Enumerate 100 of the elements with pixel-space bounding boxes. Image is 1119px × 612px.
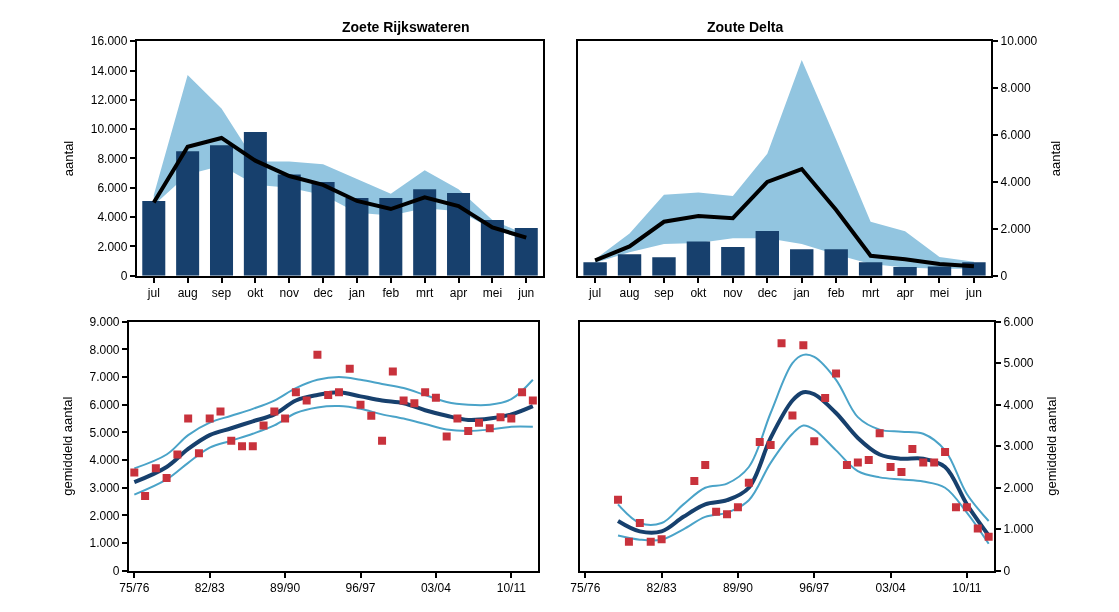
point (270, 407, 279, 416)
point (799, 341, 808, 350)
y2-tick-label: 0 (1003, 564, 1011, 578)
x-tick-label: jan (347, 286, 365, 301)
bar (824, 249, 848, 276)
point (962, 503, 971, 512)
point (194, 449, 203, 458)
x-tick-label: jun (964, 286, 982, 301)
chart-title: Zoute Delta (707, 19, 784, 35)
line-series (151, 135, 529, 240)
point (886, 462, 895, 471)
y-tick-label: 5.000 (89, 425, 120, 440)
point (281, 414, 290, 423)
bar (311, 181, 335, 276)
line-series (132, 390, 535, 485)
y-tick-label: 12.000 (90, 93, 128, 108)
point (410, 399, 419, 408)
x-tick-label: jan (792, 286, 810, 301)
point (941, 448, 950, 457)
x-tick-label: 96/97 (799, 581, 830, 596)
x-tick-label: sep (211, 286, 232, 301)
bar (142, 200, 166, 276)
point (701, 460, 710, 469)
line-series (593, 167, 976, 269)
x-tick-label: nov (723, 286, 743, 301)
x-tick-label: jun (517, 286, 535, 301)
y-tick-label: 8.000 (97, 151, 128, 166)
y2-tick-label: 4.000 (1003, 397, 1034, 412)
bar (790, 249, 814, 276)
point (475, 418, 483, 427)
x-tick-label: mei (929, 286, 950, 301)
point (733, 503, 742, 512)
x-tick-label: mrt (416, 286, 434, 301)
x-tick-label: apr (896, 286, 914, 301)
y2-tick-label: 8.000 (1000, 81, 1031, 96)
x-tick-label: 82/83 (646, 581, 677, 596)
point (324, 391, 333, 399)
point (951, 503, 960, 512)
y2-tick-label: 2.000 (1003, 480, 1034, 495)
point (875, 429, 884, 438)
point (496, 413, 505, 422)
point (657, 535, 666, 544)
x-tick-label: aug (177, 286, 198, 301)
y2-tick-label: 5.000 (1003, 356, 1034, 371)
point (141, 492, 150, 501)
x-tick-label: aug (619, 286, 640, 301)
y-tick-label: 2.000 (89, 508, 120, 523)
point (388, 367, 397, 376)
x-tick-label: okt (690, 286, 708, 301)
y-axis-title: aantal (61, 140, 77, 177)
bar (413, 189, 437, 276)
point (984, 532, 993, 541)
point (259, 421, 268, 430)
point (864, 455, 873, 464)
point (238, 442, 247, 451)
point (205, 414, 214, 423)
y2-tick-label: 6.000 (1000, 128, 1031, 143)
y2-tick-label: 1.000 (1003, 522, 1034, 537)
point (973, 524, 982, 533)
point (788, 411, 797, 420)
point (378, 436, 387, 445)
point (485, 424, 494, 433)
x-tick-label: apr (449, 286, 468, 301)
bar (617, 254, 642, 276)
point (367, 411, 376, 420)
point (842, 460, 851, 469)
point (184, 414, 193, 423)
point (897, 467, 906, 476)
y-tick-label: 6.000 (89, 397, 120, 412)
bar (176, 151, 200, 276)
point (821, 394, 830, 403)
point (624, 537, 633, 546)
bar (652, 257, 676, 276)
y-tick-label: 0 (120, 268, 128, 283)
x-tick-label: feb (827, 286, 845, 301)
point (464, 426, 473, 435)
point (930, 458, 939, 467)
x-tick-label: 96/97 (345, 581, 376, 596)
bar (686, 241, 711, 276)
y-tick-label: 10.000 (90, 122, 128, 137)
y2-axis-title: aantal (1047, 140, 1063, 177)
y2-axis-title: gemiddeld aantal (1043, 396, 1059, 496)
x-tick-label: nov (279, 286, 299, 301)
y2-tick-label: 2.000 (1000, 222, 1031, 237)
point (345, 364, 354, 373)
bar (858, 262, 883, 276)
x-tick-label: jul (146, 286, 160, 301)
bar (210, 145, 234, 276)
y-tick-label: 3.000 (89, 480, 120, 495)
point (919, 458, 928, 467)
point (453, 414, 462, 423)
y2-tick-label: 10.000 (1000, 34, 1038, 49)
point (356, 400, 365, 409)
chart-title: Zoete Rijkswateren (342, 19, 470, 35)
point (248, 442, 257, 451)
x-tick-label: dec (313, 286, 333, 301)
point (777, 339, 786, 348)
y2-tick-label: 3.000 (1003, 439, 1034, 454)
point (442, 432, 451, 441)
point (130, 468, 139, 477)
